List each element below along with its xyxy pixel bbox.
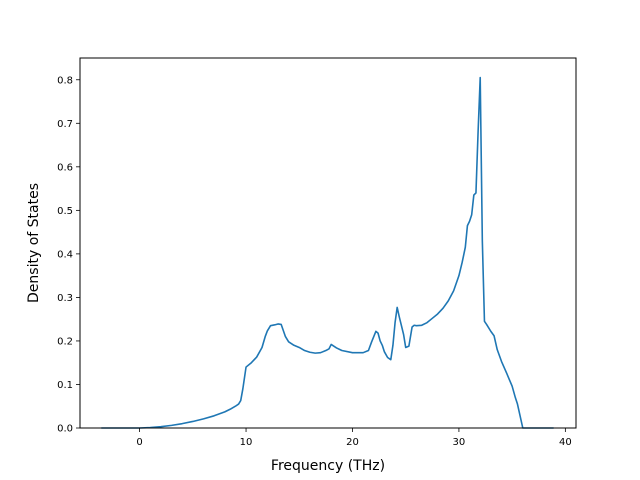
series-group <box>101 76 554 429</box>
y-tick-label: 0.4 <box>57 249 73 260</box>
x-tick-label: 20 <box>346 437 359 448</box>
y-tick-label: 0.2 <box>57 336 73 347</box>
plot-area <box>79 57 577 429</box>
x-axis-ticks: 0 10 20 30 40 <box>136 428 572 448</box>
y-tick-label: 0.0 <box>57 424 73 435</box>
x-axis-label: Frequency (THz) <box>271 458 385 474</box>
y-tick-label: 0.1 <box>57 380 73 391</box>
y-axis-label: Density of States <box>26 183 42 303</box>
x-tick-label: 0 <box>136 437 142 448</box>
y-tick-label: 0.6 <box>57 162 73 173</box>
axes-frame <box>79 57 577 429</box>
y-tick-label: 0.5 <box>57 206 73 217</box>
y-tick-label: 0.7 <box>57 119 73 130</box>
y-tick-label: 0.8 <box>57 75 73 86</box>
dos-series-line <box>101 76 554 429</box>
y-axis-ticks: 0.0 0.1 0.2 0.3 0.4 0.5 0.6 0.7 0.8 <box>57 75 80 435</box>
x-tick-label: 10 <box>240 437 253 448</box>
x-tick-label: 40 <box>559 437 572 448</box>
y-tick-label: 0.3 <box>57 293 73 304</box>
x-tick-label: 30 <box>453 437 466 448</box>
